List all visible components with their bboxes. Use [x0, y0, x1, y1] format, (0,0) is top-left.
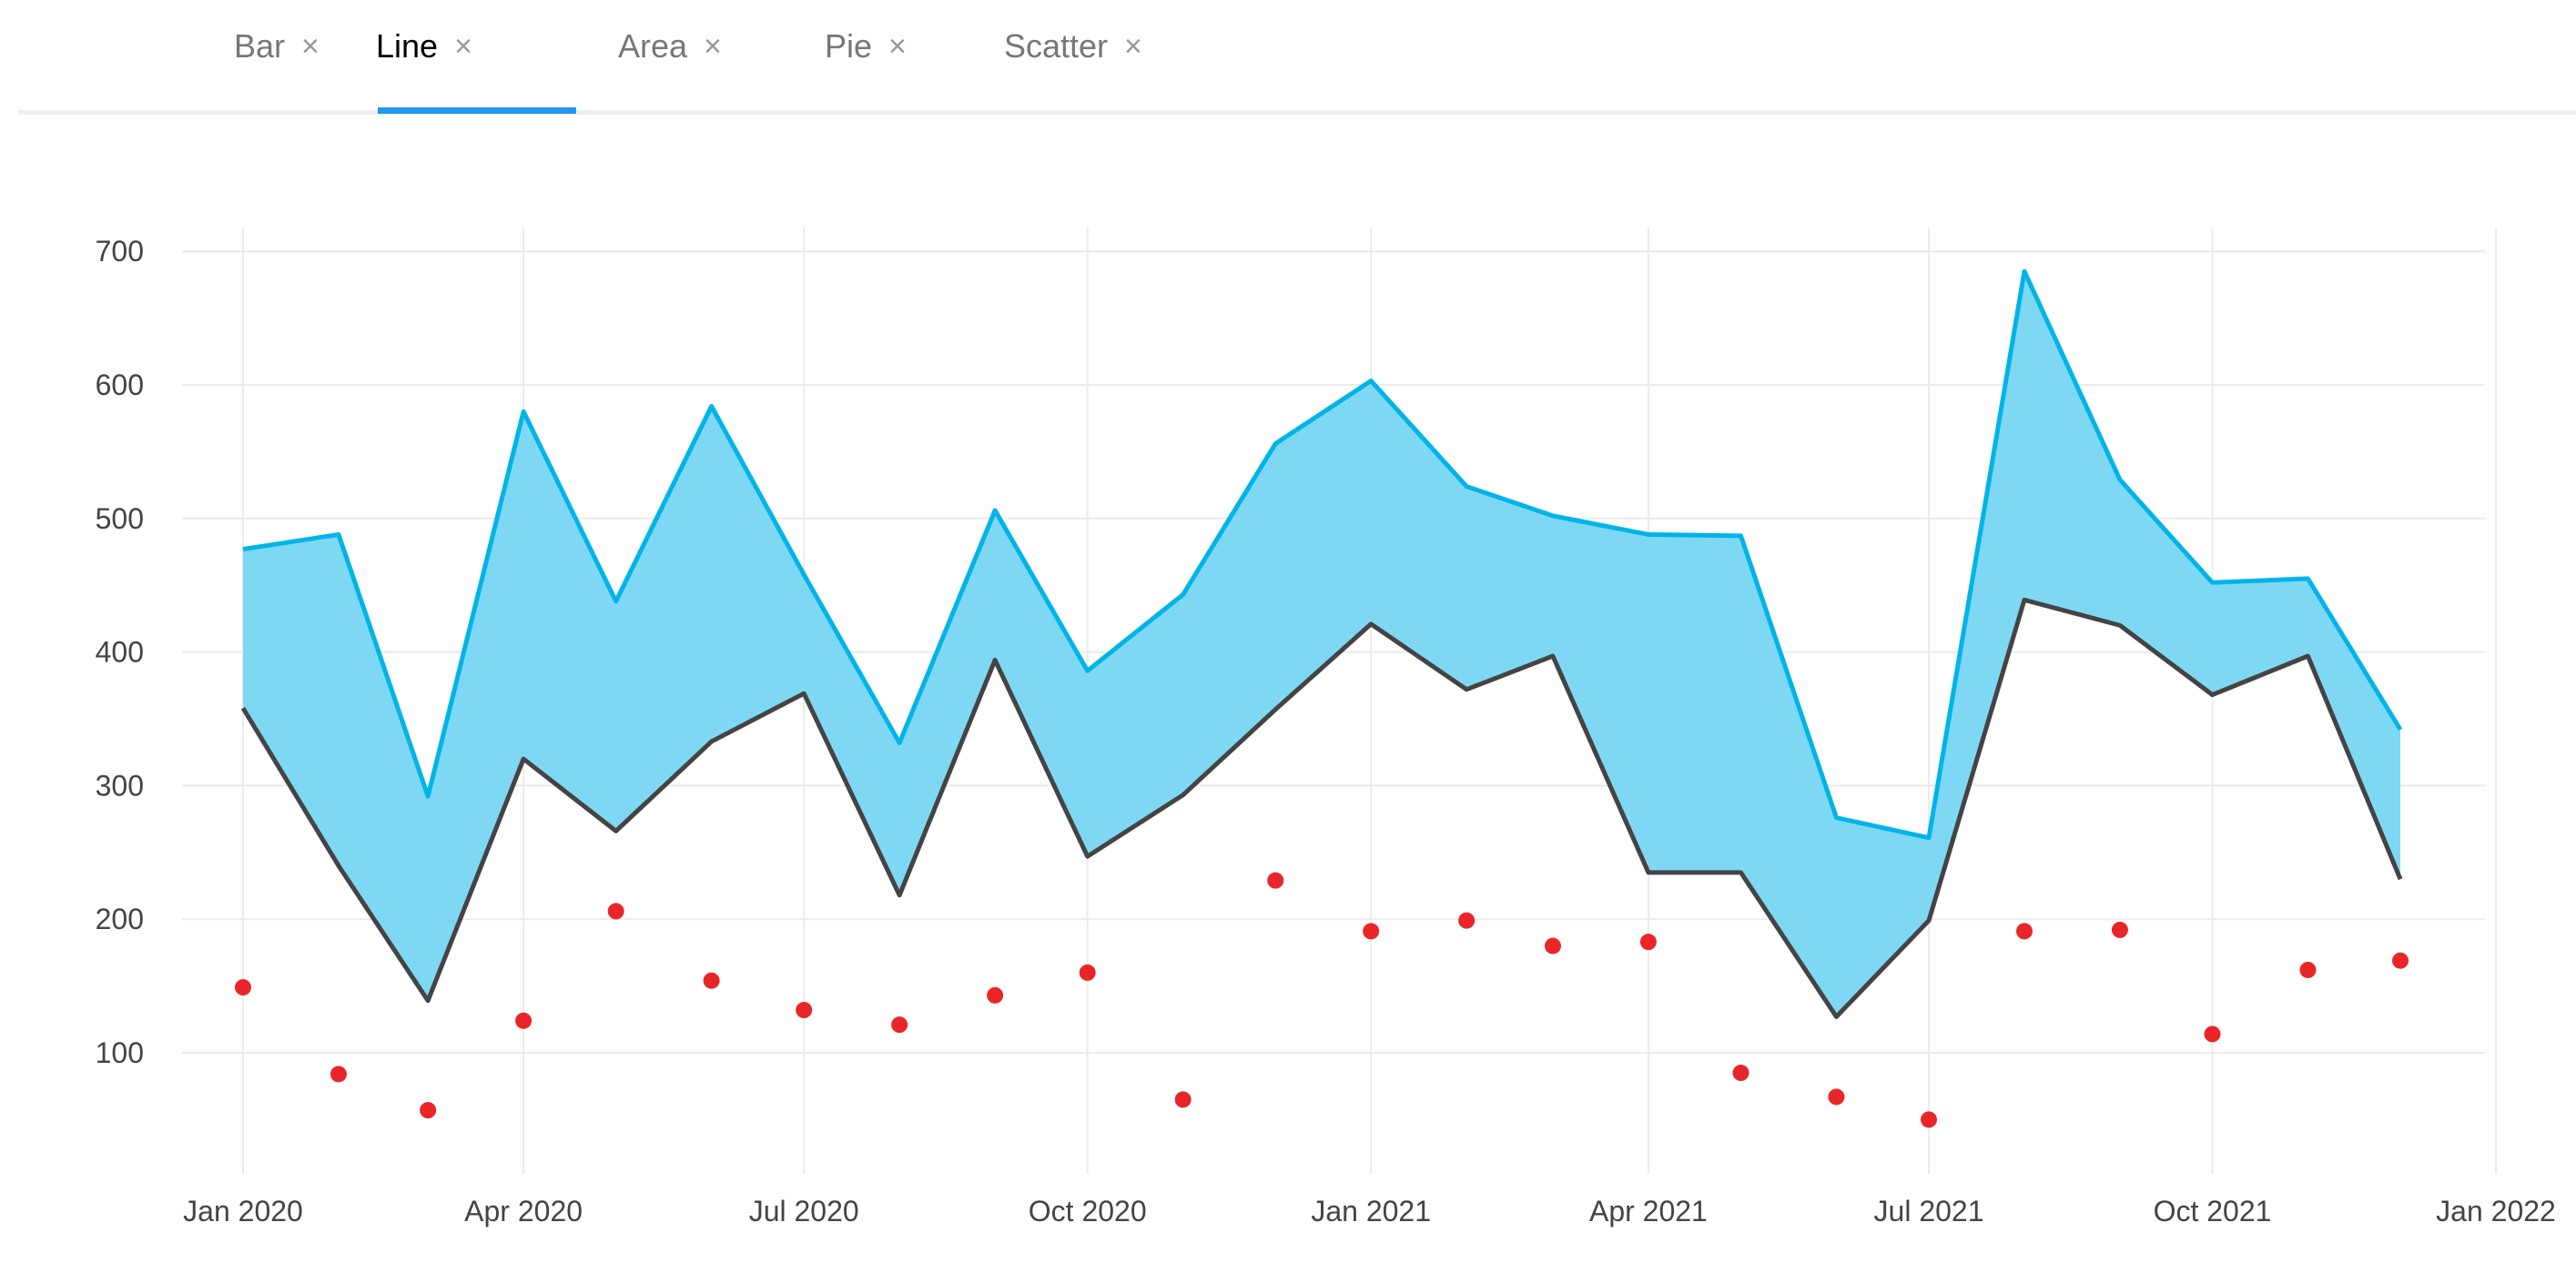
y-tick-label: 400 [96, 636, 144, 669]
y-tick-label: 600 [96, 369, 144, 401]
scatter-point [2111, 921, 2128, 938]
y-tick-label: 300 [96, 769, 144, 802]
upper-series-line [242, 268, 2403, 841]
tab-label: Scatter [1004, 27, 1109, 65]
x-tick-label: Jan 2021 [1311, 1195, 1431, 1227]
scatter-point [1921, 1111, 1938, 1128]
y-tick-label: 700 [96, 235, 144, 268]
close-icon[interactable]: × [454, 28, 472, 64]
x-tick-label: Jul 2020 [749, 1195, 859, 1227]
y-tick-label: 100 [96, 1036, 144, 1069]
x-tick-label: Oct 2021 [2154, 1195, 2272, 1227]
tab-label: Area [618, 27, 688, 65]
tab-label: Pie [825, 27, 873, 65]
close-icon[interactable]: × [704, 28, 722, 64]
scatter-point [1732, 1065, 1749, 1082]
x-tick-label: Jan 2020 [183, 1195, 303, 1227]
scatter-point [515, 1012, 532, 1029]
fill-between-area [243, 271, 2401, 1017]
scatter-point [1828, 1088, 1845, 1106]
tab-bar[interactable]: Bar × [234, 27, 319, 66]
close-icon[interactable]: × [301, 28, 319, 64]
x-tick-label: Oct 2020 [1029, 1195, 1147, 1227]
tab-scatter[interactable]: Scatter × [1004, 27, 1142, 66]
scatter-point [2015, 923, 2033, 940]
y-tick-label: 200 [96, 903, 144, 935]
close-icon[interactable]: × [888, 28, 907, 64]
scatter-point [1458, 912, 1476, 929]
scatter-point [607, 903, 624, 920]
x-tick-label: Apr 2021 [1589, 1195, 1708, 1227]
scatter-point [987, 986, 1004, 1004]
scatter-point [1267, 872, 1284, 889]
scatter-point [796, 1002, 813, 1019]
close-icon[interactable]: × [1124, 28, 1142, 64]
scatter-point [2299, 961, 2317, 978]
x-tick-label: Jan 2022 [2436, 1195, 2556, 1227]
scatter-point [2392, 952, 2409, 969]
tab-area[interactable]: Area × [618, 27, 722, 66]
x-tick-label: Apr 2020 [464, 1195, 583, 1227]
scatter-point [891, 1016, 908, 1034]
scatter-point [2204, 1025, 2221, 1043]
scatter-point [703, 972, 720, 989]
scatter-point [1639, 934, 1657, 951]
scatter-point [1079, 964, 1096, 981]
y-tick-label: 500 [96, 502, 144, 535]
tab-label: Bar [234, 27, 286, 65]
scatter-point [1174, 1091, 1192, 1108]
scatter-point [420, 1102, 437, 1119]
scatter-point [235, 979, 251, 996]
x-tick-label: Jul 2021 [1874, 1195, 1984, 1227]
active-tab-indicator [378, 107, 576, 114]
lower-series-line [240, 597, 2403, 1019]
scatter-point [330, 1066, 347, 1083]
scatter-point [1544, 937, 1561, 955]
tab-label: Line [376, 27, 439, 65]
tab-bar [18, 0, 2576, 115]
tab-pie[interactable]: Pie × [825, 27, 907, 66]
scatter-point [1363, 923, 1380, 940]
tab-line[interactable]: Line × [376, 27, 472, 66]
